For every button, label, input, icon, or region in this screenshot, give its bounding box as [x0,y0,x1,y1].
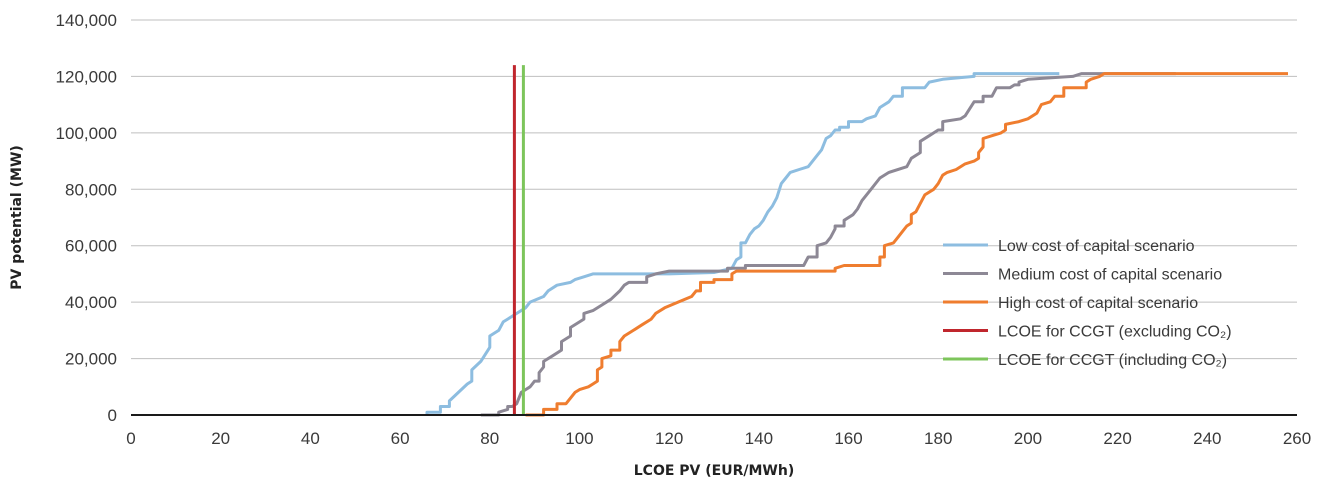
legend-label-4: LCOE for CCGT (including CO₂) [998,352,1227,369]
grid-lines [131,19,1297,360]
legend-label-0: Low cost of capital scenario [998,238,1195,255]
y-tick-label: 20,000 [65,350,117,369]
x-tick-label: 220 [1103,429,1131,448]
legend-label-2: High cost of capital scenario [998,295,1198,312]
y-tick-label: 40,000 [65,293,117,312]
y-tick-label: 140,000 [56,11,117,30]
series-line-2 [525,72,1288,417]
x-tick-label: 160 [834,429,862,448]
x-tick-label: 240 [1193,429,1221,448]
y-tick-label: 120,000 [56,67,117,86]
series-lines [425,65,1288,417]
x-tick-label: 120 [655,429,683,448]
legend: Low cost of capital scenario Medium cost … [943,238,1232,369]
x-tick-label: 260 [1283,429,1311,448]
x-tick-label: 40 [301,429,320,448]
series-line-0 [425,72,1060,415]
x-axis-title: LCOE PV (EUR/MWh) [634,463,794,479]
y-tick-label: 100,000 [56,124,117,143]
x-tick-label: 100 [565,429,593,448]
y-tick-label: 0 [108,406,117,425]
legend-label-3: LCOE for CCGT (excluding CO₂) [998,324,1232,341]
y-tick-label: 60,000 [65,237,117,256]
y-axis-title: PV potential (MW) [9,145,25,290]
legend-label-1: Medium cost of capital scenario [998,267,1222,284]
x-tick-label: 60 [391,429,410,448]
y-tick-labels: 0 20,000 40,000 60,000 80,000 100,000 120,000 1… [56,11,117,425]
x-tick-label: 140 [745,429,773,448]
x-tick-label: 200 [1014,429,1042,448]
x-tick-label: 180 [924,429,952,448]
x-tick-label: 20 [211,429,230,448]
x-tick-label: 80 [480,429,499,448]
series-line-1 [480,72,1176,417]
y-tick-label: 80,000 [65,180,117,199]
x-tick-label: 0 [126,429,135,448]
x-tick-labels: 0 20 40 60 80 100 120 140 160 180 200 220 240 260 [126,429,1311,448]
